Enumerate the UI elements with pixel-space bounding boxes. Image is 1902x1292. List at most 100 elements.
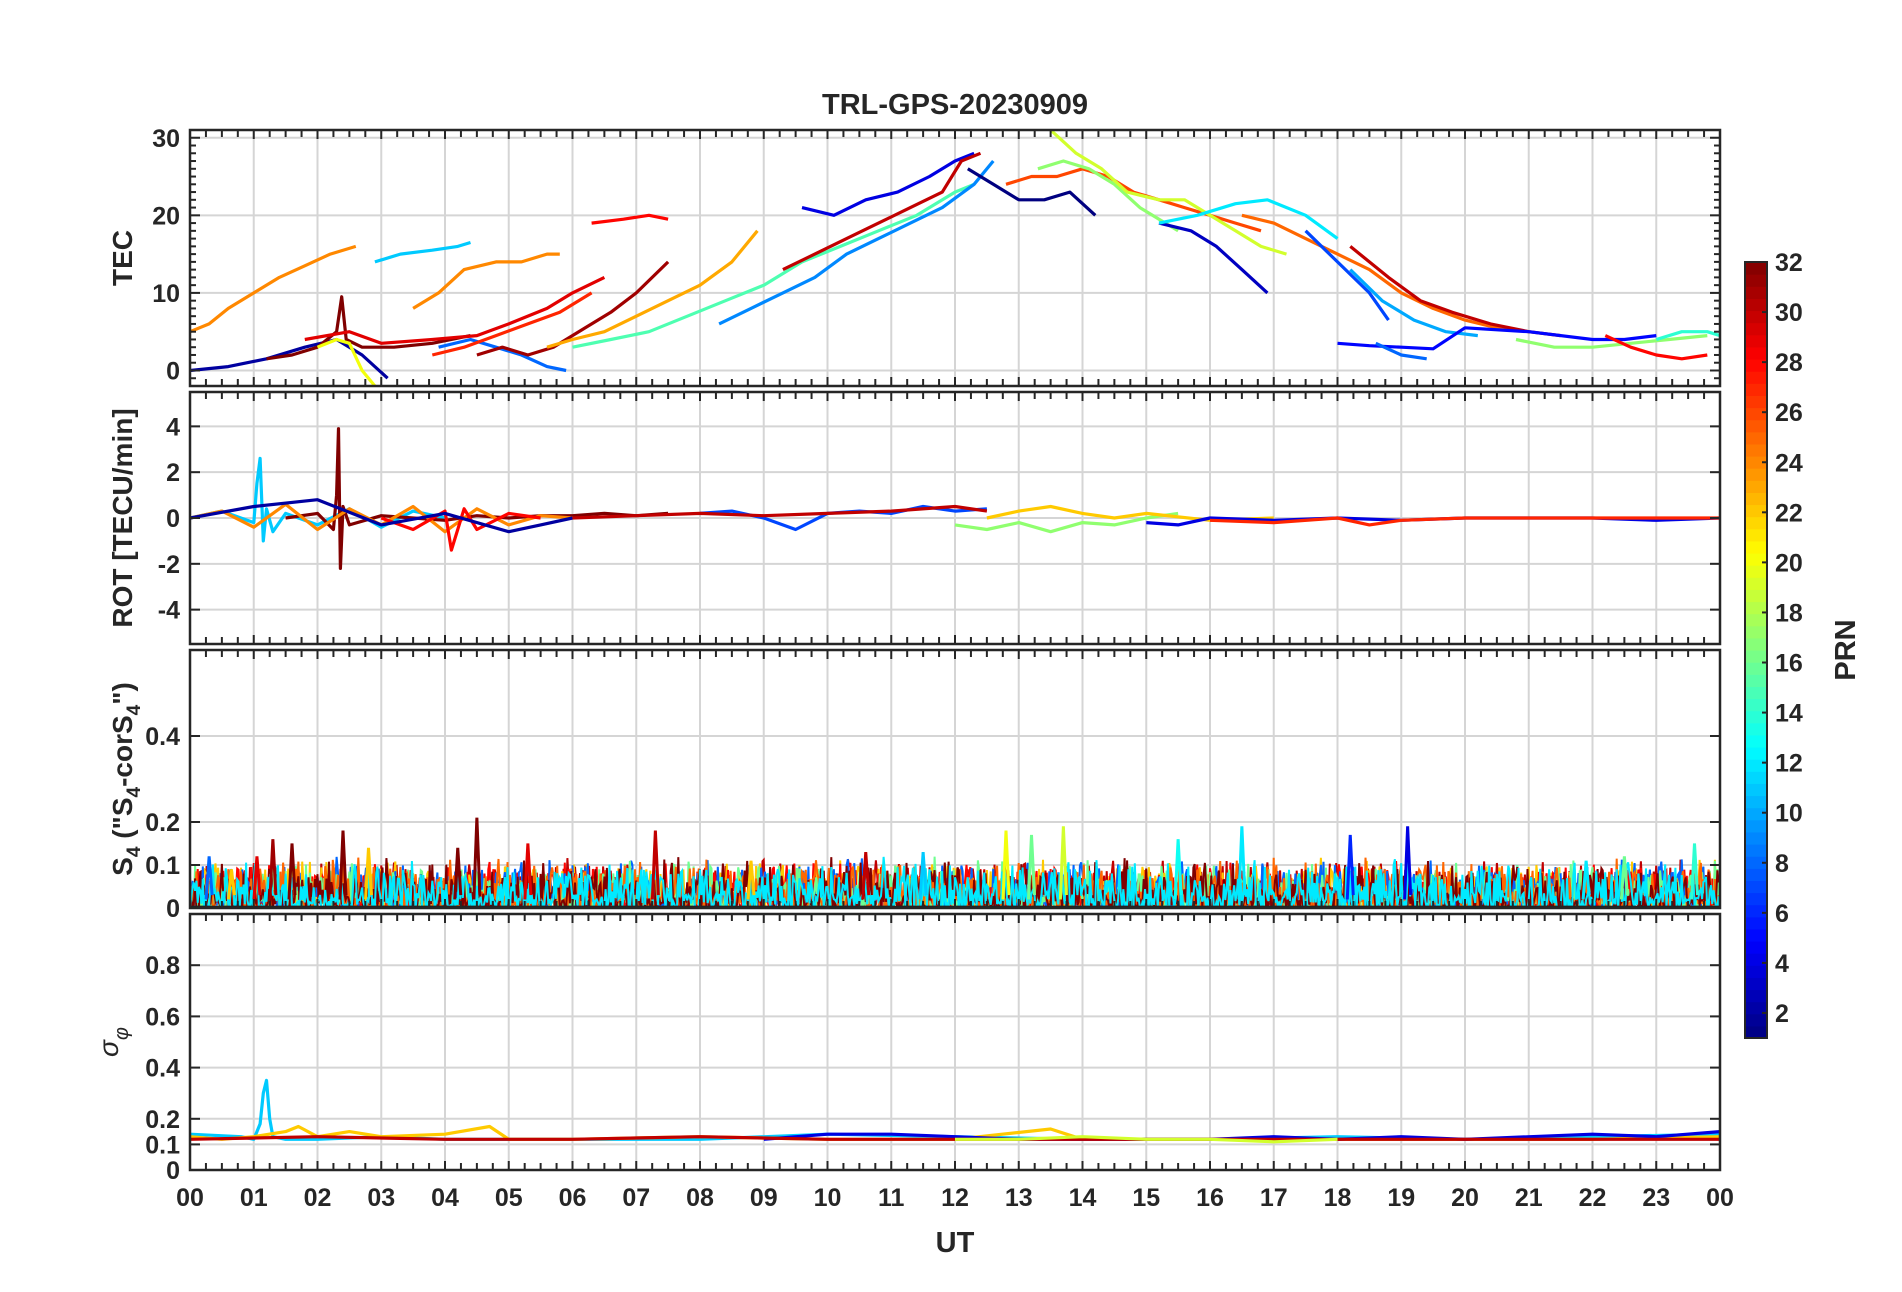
y-axis-label-part: σ [93,1039,124,1057]
series-prn-8 [438,337,567,373]
series-prn-23 [546,229,759,349]
colorbar-swatch [1745,516,1767,530]
series-prn-28 [1604,334,1708,361]
colorbar-swatch [1745,1025,1767,1039]
x-tick-label: 02 [304,1184,332,1212]
x-tick-label: 10 [814,1184,842,1212]
peak-prn-30 [861,851,871,900]
y-axis-label-part: S [107,857,138,876]
colorbar-swatch [1745,844,1767,857]
peak-prn-11 [918,851,928,900]
colorbar-swatch [1745,601,1767,615]
colorbar-label: PRN [1830,619,1862,680]
x-tick-label: 00 [1706,1184,1734,1212]
colorbar-swatch [1745,904,1767,918]
y-tick-label: 0.4 [145,723,180,751]
peak-prn-12 [1237,826,1247,900]
colorbar-swatch [1745,589,1767,603]
x-ticks [189,650,1721,908]
y-tick-label: 0.6 [145,1003,180,1031]
y-tick-label: 0.1 [145,1131,180,1159]
colorbar-swatch [1745,771,1767,784]
colorbar-swatch [1745,953,1767,966]
x-tick-label: 14 [1069,1184,1097,1212]
colorbar-swatch [1745,504,1767,518]
colorbar-swatch [1745,407,1767,421]
colorbar-swatch [1745,468,1767,481]
colorbar-swatch [1745,674,1767,687]
y-axis-label-part: 4 [124,704,145,715]
series-prn-9 [718,159,995,326]
colorbar-swatch [1745,868,1767,881]
colorbar-swatch [1745,625,1767,639]
peak-prn-13 [1173,839,1183,900]
x-tick-label: 23 [1642,1184,1670,1212]
colorbar-swatch [1745,577,1767,590]
y-tick-label: 0 [166,505,180,533]
x-tick-label: 05 [495,1184,523,1212]
peak-prn-14 [1690,843,1699,900]
colorbar-tick-label: 22 [1775,499,1803,527]
colorbar-tick-label: 2 [1775,1000,1789,1028]
peak-prn-32 [453,847,463,900]
y-ticks: 0 0.1 0.2 0.4 [145,723,1720,923]
figure-title: TRL-GPS-20230909 [822,89,1088,121]
series-group [190,427,1720,571]
x-tick-label: 11 [878,1184,905,1212]
colorbar-swatch [1745,722,1767,736]
peak-prn-12 [1581,860,1591,900]
series-prn-19 [955,1135,1338,1144]
peak-prn-29 [523,843,533,900]
series-prn-20 [316,337,377,386]
y-tick-label: -2 [158,551,180,579]
x-tick-label: 06 [559,1184,587,1212]
colorbar-tick-label: 6 [1775,900,1789,928]
y-ticks: -4 -2 0 2 4 [158,413,1720,625]
x-tick-labels: 00 01 02 03 04 05 06 07 08 09 10 11 12 13 14 15 16 17 18 19… [176,1184,1734,1212]
panel-tec: 0 10 20 30 TEC [107,125,1722,388]
colorbar-swatch [1745,698,1767,712]
colorbar-swatch [1745,941,1767,954]
grid [190,914,1720,1171]
series-prn-24 [190,244,357,334]
colorbar-swatch [1745,383,1767,396]
y-tick-label: 0.4 [145,1055,180,1083]
colorbar-swatch [1745,662,1767,675]
colorbar-tick-label: 12 [1775,750,1803,778]
colorbar-swatch [1745,856,1767,869]
y-axis-label-part: ") [107,682,138,705]
peak-prn-8 [204,856,214,900]
colorbar-swatch [1745,795,1767,809]
series-prn-17 [954,511,1179,534]
x-tick-label: 09 [750,1184,778,1212]
series-prn-27 [431,291,593,357]
colorbar-swatch [1745,989,1767,1003]
colorbar-swatch [1745,1013,1767,1027]
peak-prn-16 [1619,856,1629,900]
colorbar-swatch [1745,819,1767,833]
colorbar-swatch [1745,346,1767,360]
series-prn-30 [782,151,982,272]
series-prn-2 [190,337,389,380]
colorbar-tick-label: 28 [1775,349,1803,377]
y-axis-label-part: -corS [107,715,138,787]
x-tick-label: 13 [1005,1184,1033,1212]
x-tick-label: 18 [1324,1184,1352,1212]
colorbar-swatch [1745,456,1767,469]
series-prn-17 [1515,334,1708,349]
y-tick-label: 20 [152,202,180,230]
y-tick-label: 0.2 [145,1106,180,1134]
series-prn-32 [285,427,669,571]
series-prn-28 [591,213,669,225]
y-tick-label: 30 [152,125,180,153]
colorbar-swatch [1745,965,1767,978]
y-tick-label: 4 [166,413,180,441]
colorbar-swatch [1745,528,1767,542]
series-prn-4 [763,1130,1720,1141]
colorbar-tick-label: 18 [1775,599,1803,627]
series-prn-29 [304,275,606,345]
grid [190,650,1720,909]
panel-rot: -4 -2 0 2 4 ROT [TECU/min] [107,390,1722,646]
series-group [190,130,1720,386]
